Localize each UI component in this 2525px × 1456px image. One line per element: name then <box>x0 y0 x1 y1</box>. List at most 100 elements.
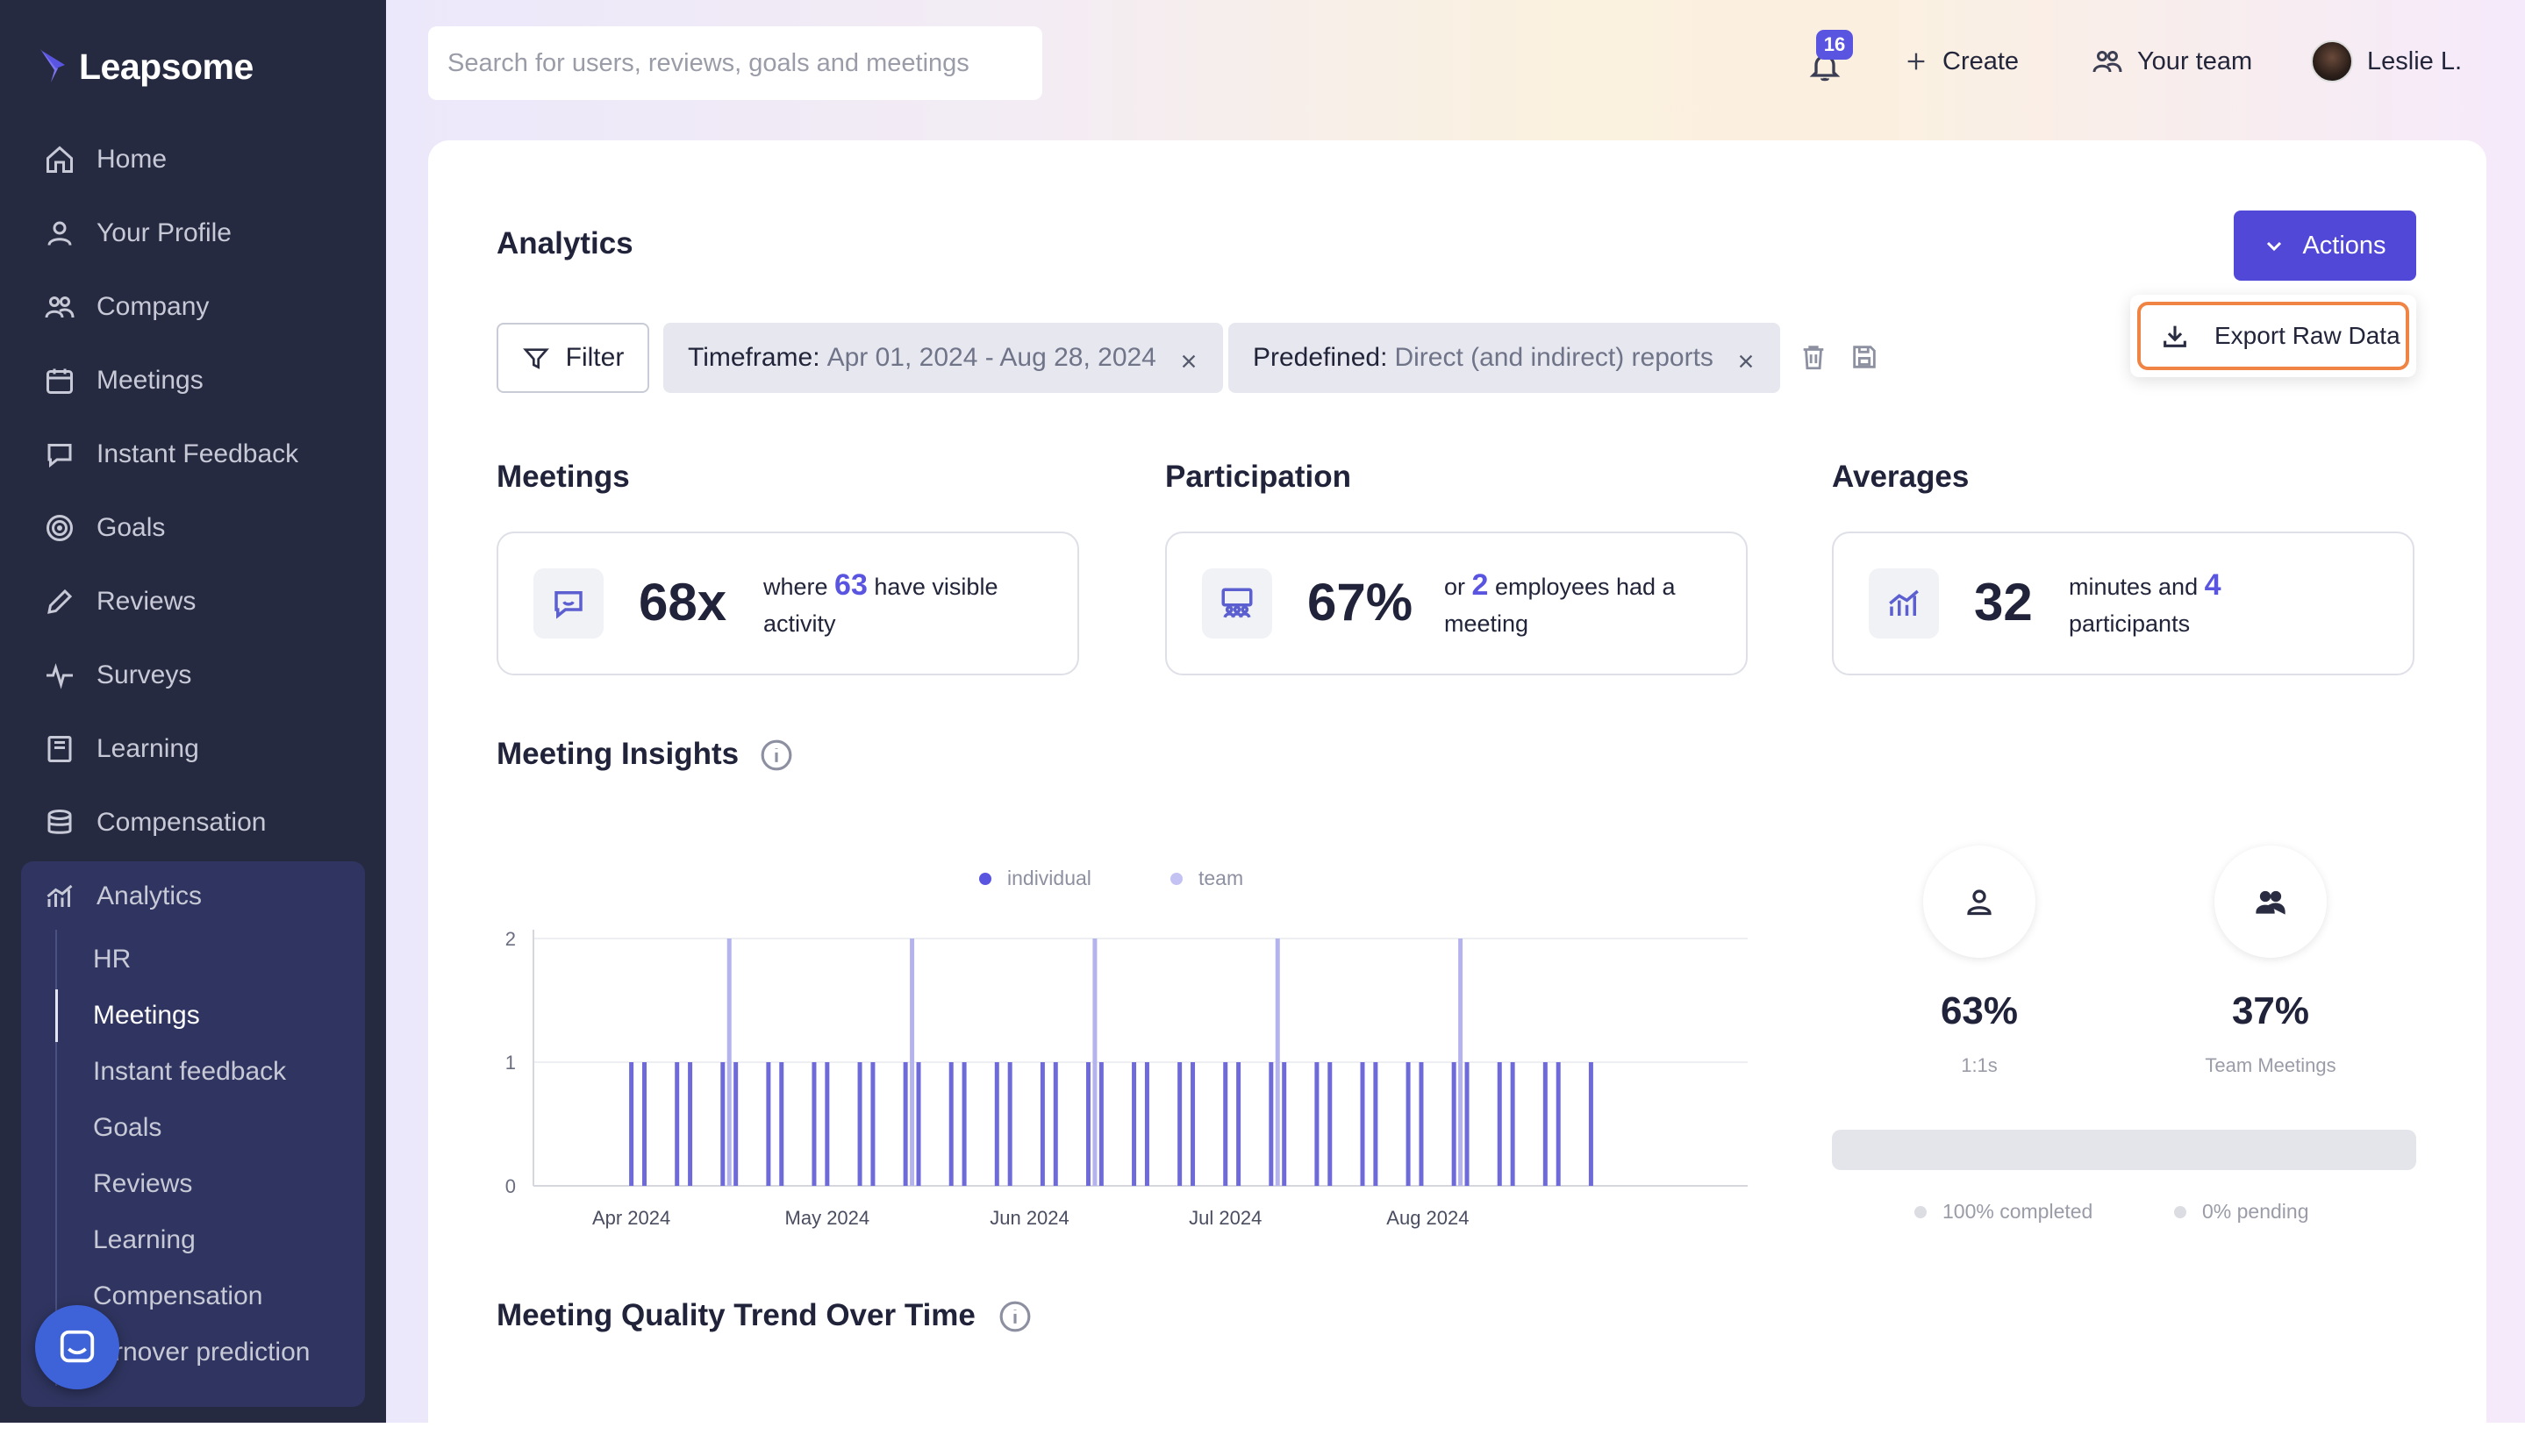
sidebar-item-label: Analytics <box>97 881 203 910</box>
user-menu[interactable]: Leslie L. <box>2311 35 2462 88</box>
x-tick-label: Apr 2024 <box>592 1207 670 1229</box>
stat-icon-box <box>533 568 604 639</box>
bar-individual <box>1542 1062 1548 1186</box>
meeting-insights-info-icon[interactable] <box>760 739 793 772</box>
one-on-one-pct: 63% <box>1940 989 2019 1032</box>
sidebar-item-company[interactable]: Company <box>44 281 209 333</box>
timeframe-chip[interactable]: Timeframe: Apr 01, 2024 - Aug 28, 2024 <box>663 323 1223 393</box>
analytics-icon <box>46 884 73 907</box>
bar-individual <box>1327 1062 1333 1186</box>
actions-dropdown: Export Raw Data <box>2130 295 2416 377</box>
sidebar-item-compensation[interactable]: Compensation <box>44 796 266 849</box>
sidebar-item-reviews[interactable]: Reviews <box>44 575 196 628</box>
meetings-stat-card: 68x where 63 have visible activity <box>497 532 1079 675</box>
subnav-compensation[interactable]: Compensation <box>93 1281 263 1310</box>
sidebar-item-label: Company <box>97 292 210 321</box>
team-icon <box>2092 51 2122 73</box>
bar-individual <box>1314 1062 1320 1186</box>
x-tick-label: Aug 2024 <box>1386 1207 1469 1229</box>
filter-icon <box>522 348 549 369</box>
legend-label: individual <box>1007 867 1091 889</box>
subnav-learning[interactable]: Learning <box>93 1225 196 1254</box>
bar-individual <box>948 1062 954 1186</box>
user-icon <box>1967 889 1992 916</box>
sidebar-item-analytics[interactable]: Analytics <box>44 870 202 923</box>
stat-icon-box <box>1869 568 1939 639</box>
legend-label: team <box>1198 867 1244 889</box>
bar-individual <box>825 1062 830 1186</box>
sidebar-item-learning[interactable]: Learning <box>44 723 199 775</box>
actions-button[interactable]: Actions <box>2234 211 2416 281</box>
bar-individual <box>1406 1062 1411 1186</box>
brand-logo[interactable]: Leapsome <box>39 42 254 91</box>
bar-individual <box>733 1062 739 1186</box>
chip-value: Apr 01, 2024 - Aug 28, 2024 <box>826 343 1156 372</box>
chip-key: Timeframe: <box>688 343 820 372</box>
people-icon <box>45 296 75 318</box>
sidebar-item-label: Reviews <box>97 587 197 616</box>
participation-desc: or 2 employees had a meeting <box>1444 567 1725 642</box>
predefined-chip[interactable]: Predefined: Direct (and indirect) report… <box>1228 323 1780 393</box>
smile-chat-icon <box>554 591 583 619</box>
y-tick-label: 2 <box>505 928 516 950</box>
remove-timeframe-button[interactable] <box>1179 348 1198 368</box>
subnav-meetings[interactable]: Meetings <box>93 1001 200 1030</box>
bar-individual <box>962 1062 967 1186</box>
desc-highlight: 4 <box>2204 568 2221 602</box>
averages-desc: minutes and 4 participants <box>2069 567 2350 642</box>
download-icon <box>2164 325 2186 347</box>
legend-dot <box>979 872 991 885</box>
sidebar-item-meetings[interactable]: Meetings <box>44 354 204 407</box>
bar-individual <box>870 1062 876 1186</box>
legend-team: team <box>1170 867 1243 890</box>
sidebar-item-home[interactable]: Home <box>44 133 167 186</box>
bar-individual <box>1556 1062 1561 1186</box>
bar-team <box>1458 939 1463 1186</box>
desc-text: where <box>763 574 835 600</box>
bar-individual <box>675 1062 680 1186</box>
subnav-goals[interactable]: Goals <box>93 1113 162 1142</box>
sidebar: Leapsome Home Your Profile Company Meeti… <box>0 0 386 1423</box>
desc-highlight: 63 <box>834 568 868 602</box>
bar-individual <box>1098 1062 1104 1186</box>
your-team-button[interactable]: Your team <box>2092 35 2252 88</box>
chip-key: Predefined: <box>1253 343 1388 372</box>
trash-icon <box>1803 346 1824 370</box>
meetings-count: 68x <box>639 573 727 632</box>
notifications-button[interactable]: 16 <box>1807 30 1853 84</box>
chat-launcher-button[interactable] <box>35 1305 119 1389</box>
export-raw-data-item[interactable]: Export Raw Data <box>2137 302 2409 370</box>
chat-launcher-icon <box>60 1330 95 1363</box>
filter-button[interactable]: Filter <box>497 323 649 393</box>
sidebar-item-your-profile[interactable]: Your Profile <box>44 207 232 260</box>
remove-predefined-button[interactable] <box>1736 348 1756 368</box>
legend-individual: individual <box>979 867 1091 890</box>
chip-value: Direct (and indirect) reports <box>1394 343 1713 372</box>
save-icon <box>1853 346 1876 368</box>
sidebar-item-goals[interactable]: Goals <box>44 502 165 554</box>
average-minutes: 32 <box>1974 573 2033 632</box>
desc-text: or <box>1444 574 1472 600</box>
subnav-reviews[interactable]: Reviews <box>93 1169 193 1198</box>
save-filter-button[interactable] <box>1849 342 1881 374</box>
sidebar-item-surveys[interactable]: Surveys <box>44 649 191 702</box>
sidebar-item-label: Compensation <box>97 808 267 837</box>
subnav-hr[interactable]: HR <box>93 945 132 974</box>
subnav-instant-feedback[interactable]: Instant feedback <box>93 1057 287 1086</box>
info-icon <box>999 1301 1031 1332</box>
meeting-insights-title: Meeting Insights <box>497 737 740 771</box>
bar-individual <box>766 1062 771 1186</box>
subnav-turnover-prediction[interactable]: rnover prediction <box>114 1338 311 1367</box>
create-button[interactable]: Create <box>1904 35 2019 88</box>
brand-name: Leapsome <box>79 46 254 87</box>
sidebar-item-instant-feedback[interactable]: Instant Feedback <box>44 428 298 481</box>
meeting-quality-info-icon[interactable] <box>998 1300 1032 1333</box>
avatar <box>2311 40 2353 82</box>
meeting-quality-title: Meeting Quality Trend Over Time <box>497 1298 976 1332</box>
participation-section-title: Participation <box>1165 460 1351 494</box>
bar-individual <box>1191 1062 1196 1186</box>
bar-individual <box>1007 1062 1012 1186</box>
delete-filter-button[interactable] <box>1799 342 1830 374</box>
search-input[interactable] <box>428 26 1042 100</box>
completion-progress-bar <box>1832 1130 2416 1170</box>
